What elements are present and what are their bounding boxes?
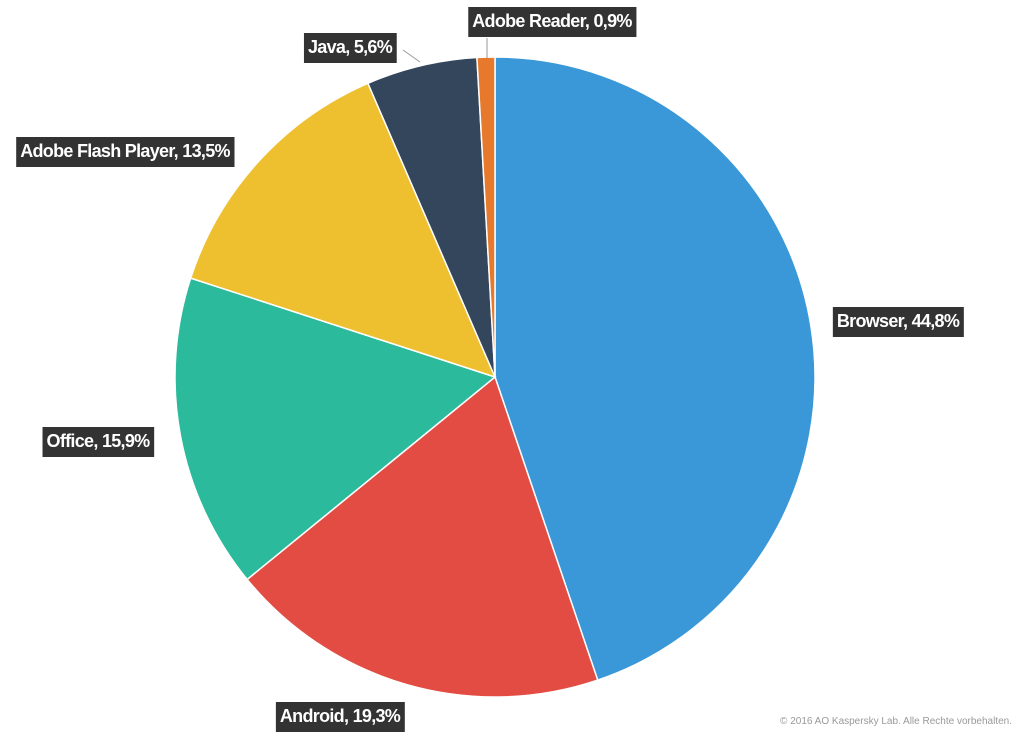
label-separator: , xyxy=(345,37,354,57)
label-box xyxy=(16,137,235,167)
label-value: 44,8% xyxy=(912,311,960,331)
slice-label: Office, 15,9% xyxy=(47,431,151,451)
label-separator: , xyxy=(93,431,102,451)
label-separator: , xyxy=(344,706,353,726)
label-category: Adobe Flash Player xyxy=(20,141,175,161)
label-box xyxy=(42,427,155,457)
slice-label: Browser, 44,8% xyxy=(837,311,960,331)
label-category: Browser xyxy=(837,311,905,331)
label-box xyxy=(303,33,397,63)
slice xyxy=(174,277,497,581)
label-category: Office xyxy=(47,431,95,451)
label-box xyxy=(468,7,637,37)
label-category: Java xyxy=(308,37,347,57)
slice xyxy=(476,56,496,378)
slice-label: Java, 5,6% xyxy=(308,37,393,57)
slice xyxy=(246,375,599,698)
label-separator: , xyxy=(903,311,912,331)
label-value: 13,5% xyxy=(182,141,230,161)
label-box xyxy=(275,702,405,732)
label-category: Adobe Reader xyxy=(472,11,586,31)
label-box xyxy=(832,307,964,337)
pie xyxy=(174,56,816,698)
label-value: 15,9% xyxy=(102,431,150,451)
slice xyxy=(189,82,497,379)
label-separator: , xyxy=(174,141,183,161)
labels: Browser, 44,8% Android, 19,3% Office, 15,9… xyxy=(16,7,964,732)
label-value: 0,9% xyxy=(594,11,633,31)
slice-label: Adobe Flash Player, 13,5% xyxy=(20,141,230,161)
slice-label: Adobe Reader, 0,9% xyxy=(472,11,632,31)
label-value: 5,6% xyxy=(354,37,393,57)
label-value: 19,3% xyxy=(353,706,401,726)
slice xyxy=(494,56,816,682)
label-separator: , xyxy=(585,11,594,31)
credit: © 2016 AO Kaspersky Lab. Alle Rechte vor… xyxy=(780,716,1012,727)
label-category: Android xyxy=(280,706,344,726)
slice-label: Android, 19,3% xyxy=(280,706,401,726)
leader-line xyxy=(402,49,421,63)
